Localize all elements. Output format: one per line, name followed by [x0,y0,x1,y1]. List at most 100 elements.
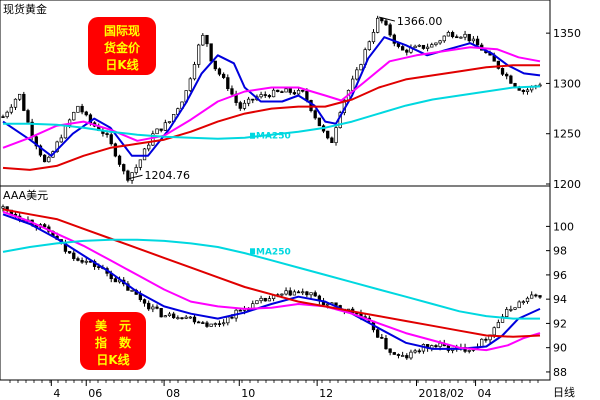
usd-panel: 88 90 92 94 96 98 100 MA250 4 06 08 10 12 2018/02 04 [1,204,574,400]
usd-candle-body [496,322,501,329]
gold-candle-body [76,105,80,113]
gold-candle-body [421,44,426,49]
usd-candle-body [534,294,538,297]
gold-candle-body [296,89,301,95]
gold-candle-body [326,130,330,139]
gold-ytick-label: 1350 [553,27,581,40]
gold-candle-body [438,40,442,44]
gold-ytick-label: 1250 [553,128,581,141]
usd-candle-body [292,291,297,296]
usd-candle-body [492,327,496,336]
usd-candle-body [201,322,205,324]
gold-candle-body [505,73,509,77]
gold-candle-body [167,121,172,124]
gold-candle-body [430,44,434,48]
gold-candle-body [388,24,392,36]
x-tick-label: 12 [319,387,333,400]
gold-candle-body [80,105,84,113]
usd-candle-body [521,301,525,304]
usd-candle-body [263,297,267,302]
usd-candle-body [509,308,513,311]
gold-candle-body [38,145,43,156]
usd-candle-body [376,329,380,338]
gold-candle-body [280,91,284,93]
gold-candle-body [405,49,409,53]
usd-candle-body [142,299,147,304]
usd-candle-body [230,316,234,319]
x-tick-label: 4 [53,387,60,400]
gold-annotation-leader [126,174,143,180]
usd-candle-body [288,290,292,296]
gold-candle-body [509,75,513,84]
usd-candle-body [151,306,155,310]
gold-candle-body [376,17,380,33]
usd-candle-body [400,355,405,357]
usd-ma-red-line [2,208,541,338]
gold-candle-body [359,64,363,71]
usd-candle-body [525,297,530,303]
usd-label-box: 美 元 指 数 日K线 [80,312,146,370]
usd-candle-body [296,291,301,294]
usd-plot-frame [0,185,551,381]
gold-candle-body [317,117,322,127]
gold-candle-body [147,144,151,150]
usd-candle-body [205,322,209,327]
usd-candle-body [209,323,213,327]
gold-candle-body [205,34,209,45]
usd-candle-body [255,300,259,305]
gold-annotation: 1204.76 [145,169,191,182]
usd-ma-cyan-line [2,238,540,320]
gold-candle-body [13,98,18,108]
x-tick-label: 10 [241,387,255,400]
usd-candle-body [480,338,484,348]
gold-candle-body [463,33,467,38]
gold-candle-body [309,99,313,112]
usd-candle-body [530,294,534,299]
gold-candle-body [192,64,197,80]
x-tick-label: 08 [166,387,180,400]
usd-candle-body [113,278,118,283]
usd-candle-body [309,292,313,296]
usd-candle-body [467,350,471,352]
gold-candle-body [413,45,417,49]
gold-candle-body [151,133,155,146]
gold-price-candles [1,15,542,184]
gold-candle-body [301,89,305,92]
gold-candle-body [475,38,480,46]
gold-candle-body [330,137,334,144]
usd-candle-body [80,260,84,263]
gold-candle-body [188,78,192,91]
gold-candle-body [251,98,255,101]
gold-candle-body [138,159,143,168]
gold-candle-body [355,69,359,80]
usd-candle-body [176,317,180,320]
gold-candle-body [26,110,30,123]
gold-candle-body [105,133,109,135]
usd-candle-body [280,293,284,296]
gold-candle-body [538,84,542,87]
gold-panel: 1200 1250 1300 1350 MA250 1366.00 1204.76 [1,15,581,191]
gold-candle-body [305,90,309,101]
usd-candle-body [159,308,163,318]
gold-candle-body [109,134,113,145]
usd-candle-body [180,317,184,320]
gold-candle-body [84,111,88,116]
gold-candle-body [521,89,525,92]
gold-candle-body [284,88,288,93]
usd-candle-body [409,351,413,359]
gold-candle-body [122,164,126,172]
gold-candle-body [1,116,5,118]
usd-candle-body [1,206,5,209]
usd-candle-body [405,355,409,359]
usd-candle-body [384,337,388,350]
gold-label-bg [88,17,156,75]
gold-label-line-3: 日K线 [105,57,138,72]
gold-candle-body [238,102,242,109]
x-tick-label: 06 [88,387,102,400]
usd-label-line-2: 指 数 [95,335,132,350]
usd-candle-body [267,298,272,302]
gold-panel-title: 现货黄金 [3,2,47,16]
gold-candle-body [230,88,234,95]
x-tick-label: 04 [478,387,492,400]
usd-candle-body [380,336,384,339]
